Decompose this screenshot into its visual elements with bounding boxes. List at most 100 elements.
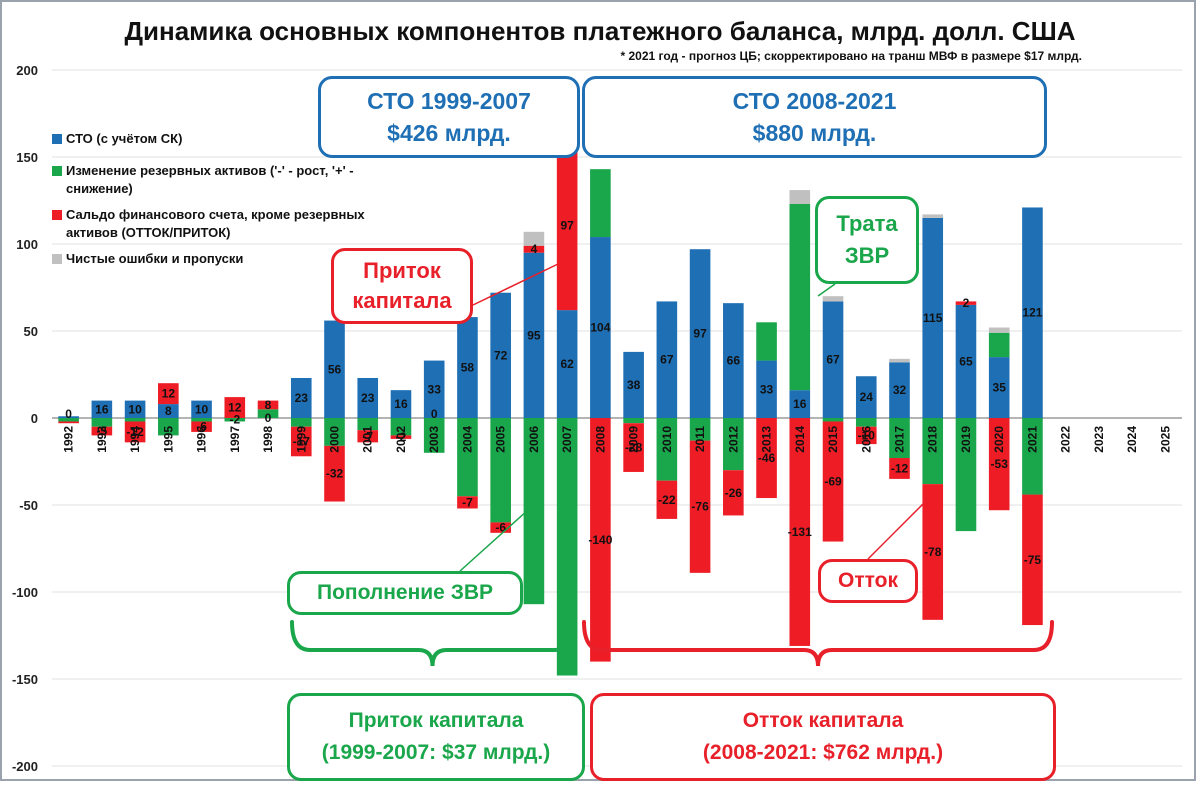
x-tick-label: 2018 (926, 426, 940, 453)
bar-reserves-2012 (723, 418, 744, 471)
bar-cto-2021 (1022, 207, 1043, 418)
callout-trata-line1: Трата (836, 211, 898, 236)
callout-pritok-kapitala: Приток капитала (331, 248, 473, 324)
data-label-cto-2021: 121 (1022, 306, 1042, 320)
bar-finance-1998 (257, 400, 279, 410)
data-label-cto-2000: 56 (328, 362, 342, 376)
bar-finance-2005 (490, 522, 511, 533)
bar-cto-1996 (191, 400, 212, 418)
brace-pritok (290, 620, 575, 667)
legend-label-reserves: Изменение резервных активов ('-' - рост,… (66, 163, 354, 196)
bar-cto-2000 (324, 320, 345, 418)
x-tick-label: 2017 (893, 426, 907, 453)
callout-ottok-total-line2: (2008-2021: $762 млрд.) (702, 741, 944, 764)
data-label-cto-2008: 104 (590, 321, 610, 335)
y-tick-label: 100 (16, 237, 38, 252)
x-tick-label: 2012 (726, 426, 740, 453)
bar-finance-2011 (689, 440, 711, 573)
bar-reserves-2019 (955, 418, 977, 532)
bar-finance-2007 (556, 141, 578, 311)
x-tick-label: 2015 (826, 426, 840, 453)
bar-cto-2015 (822, 301, 844, 418)
pointer-ottok (867, 497, 930, 560)
bar-finance-2018 (922, 484, 944, 620)
data-label-cto-2016: 24 (860, 390, 874, 404)
bar-reserves-2009 (623, 418, 644, 424)
data-label-cto-2010: 67 (660, 353, 674, 367)
callout-cto2-line1: СТО 2008-2021 (732, 88, 897, 114)
x-tick-label: 1994 (128, 426, 142, 453)
legend-swatch-finance (52, 210, 62, 220)
bar-cto-2005 (490, 292, 511, 418)
bar-cto-2008 (590, 237, 611, 418)
data-label-cto-2004: 58 (461, 361, 475, 375)
bar-errors-2006 (523, 231, 545, 246)
bar-finance-1997 (224, 397, 246, 418)
x-tick-label: 2020 (992, 426, 1006, 453)
legend-swatch-reserves (52, 166, 62, 176)
callout-pritok-total-line1: Приток капитала (348, 709, 524, 732)
data-label-finance-2019: 2 (963, 296, 970, 310)
data-label-cto-2015: 67 (826, 353, 840, 367)
bar-errors-2017 (889, 358, 910, 363)
data-label-finance-2007: 97 (560, 219, 574, 233)
bar-reserves-2007 (556, 418, 578, 676)
brace-ottok (582, 620, 1054, 667)
data-label-finance-2000: -32 (326, 467, 344, 481)
pointer-popolnenie (459, 509, 529, 572)
y-tick-label: 50 (24, 324, 38, 339)
bar-finance-2013 (756, 418, 777, 499)
bar-reserves-2020 (988, 332, 1010, 358)
bar-cto-2001 (357, 377, 379, 418)
bar-finance-2021 (1022, 494, 1043, 626)
bar-cto-2018 (922, 217, 944, 418)
bar-finance-2012 (723, 470, 744, 516)
legend-item-cto: СТО (с учётом СК) (52, 130, 412, 148)
bar-finance-2017 (889, 458, 910, 479)
data-label-finance-1999: -17 (293, 434, 311, 448)
bar-reserves-2011 (689, 418, 711, 441)
bar-reserves-1992 (58, 418, 79, 422)
callout-popolnenie-text: Пополнение ЗВР (316, 581, 494, 604)
bar-reserves-1996 (191, 418, 212, 422)
y-tick-label: -150 (12, 672, 38, 687)
bar-finance-2006 (523, 245, 545, 253)
data-label-finance-2014: -131 (788, 525, 812, 539)
bar-reserves-2004 (457, 418, 478, 497)
legend-item-errors: Чистые ошибки и пропуски (52, 250, 412, 268)
callout-trata-line2: ЗВР (844, 243, 890, 268)
chart-legend: СТО (с учётом СК) Изменение резервных ак… (52, 130, 412, 276)
legend-label-cto: СТО (с учётом СК) (66, 131, 183, 146)
data-label-finance-2009: -28 (625, 441, 643, 455)
x-tick-label: 2001 (361, 426, 375, 453)
x-tick-label: 2011 (693, 426, 707, 452)
bar-reserves-2018 (922, 418, 944, 485)
callout-cto1-line1: СТО 1999-2007 (367, 88, 531, 114)
data-label-cto-1994: 10 (128, 402, 142, 416)
x-tick-label: 1993 (95, 426, 109, 453)
bar-cto-1999 (290, 377, 312, 418)
bar-cto-2011 (689, 249, 711, 418)
bar-reserves-1999 (290, 418, 312, 427)
x-tick-label: 2010 (660, 426, 674, 453)
y-tick-label: -50 (19, 498, 38, 513)
data-label-finance-1993: -5 (97, 424, 108, 438)
bar-cto-2002 (390, 390, 412, 418)
bar-reserves-2008 (590, 169, 611, 238)
x-tick-label: 2025 (1158, 426, 1172, 453)
bar-reserves-1995 (158, 418, 179, 436)
data-label-cto-2001: 23 (361, 391, 375, 405)
data-label-cto-2013: 33 (760, 382, 774, 396)
bar-cto-2007 (556, 310, 578, 418)
data-label-finance-2010: -22 (658, 493, 676, 507)
x-tick-label: 2007 (560, 426, 574, 453)
legend-item-reserves: Изменение резервных активов ('-' - рост,… (52, 162, 412, 198)
callout-trata-zvr: Трата ЗВР (815, 196, 919, 284)
legend-swatch-errors (52, 254, 62, 264)
bar-reserves-1993 (91, 418, 113, 427)
callout-ottok-total: Отток капитала (2008-2021: $762 млрд.) (590, 693, 1056, 781)
x-tick-label: 2005 (494, 426, 508, 453)
x-tick-label: 1996 (195, 426, 209, 453)
callout-pritok-total: Приток капитала (1999-2007: $37 млрд.) (287, 693, 585, 781)
bar-finance-1994 (124, 421, 146, 443)
